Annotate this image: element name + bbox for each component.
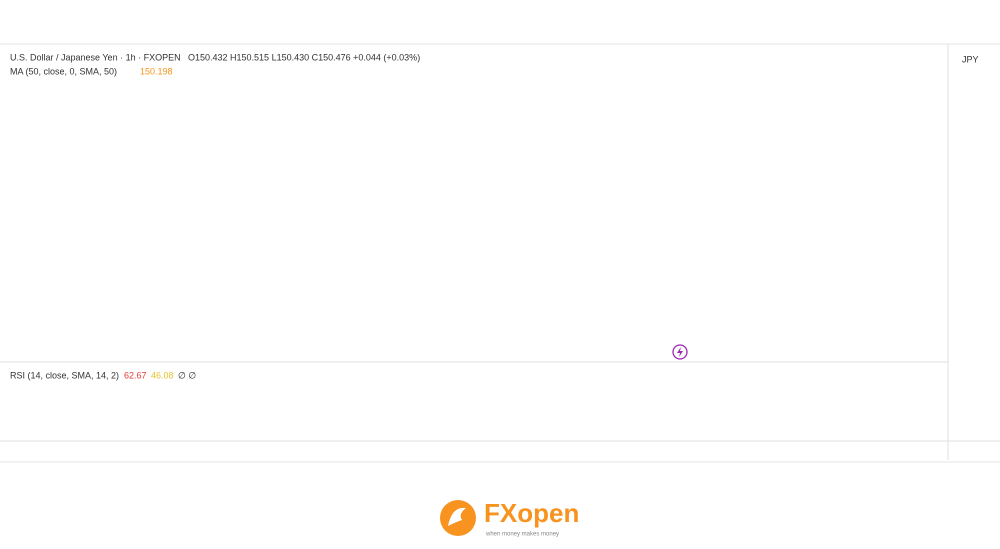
brand: FXopen xyxy=(484,498,579,528)
ma-label: MA (50, close, 0, SMA, 50) xyxy=(10,66,117,76)
ma-value: 150.198 xyxy=(140,66,173,76)
text-layer: U.S. Dollar / Japanese Yen · 1h · FXOPEN… xyxy=(10,52,979,380)
header-ohlc: O150.432 H150.515 L150.430 C150.476 +0.0… xyxy=(188,52,420,62)
rsi-title: RSI (14, close, SMA, 14, 2) xyxy=(10,370,119,380)
tagline: when money makes money xyxy=(485,532,559,538)
alert-icon-bolt xyxy=(677,347,683,357)
rsi-flags: ∅ ∅ xyxy=(178,370,196,380)
logo: FXopen when money makes money xyxy=(440,498,579,538)
rsi-ma-value: 46.08 xyxy=(151,370,174,380)
currency: JPY xyxy=(962,54,979,64)
header: U.S. Dollar / Japanese Yen · 1h · FXOPEN xyxy=(10,52,181,62)
logo-dragon xyxy=(448,507,466,526)
rsi-value: 62.67 xyxy=(124,370,147,380)
